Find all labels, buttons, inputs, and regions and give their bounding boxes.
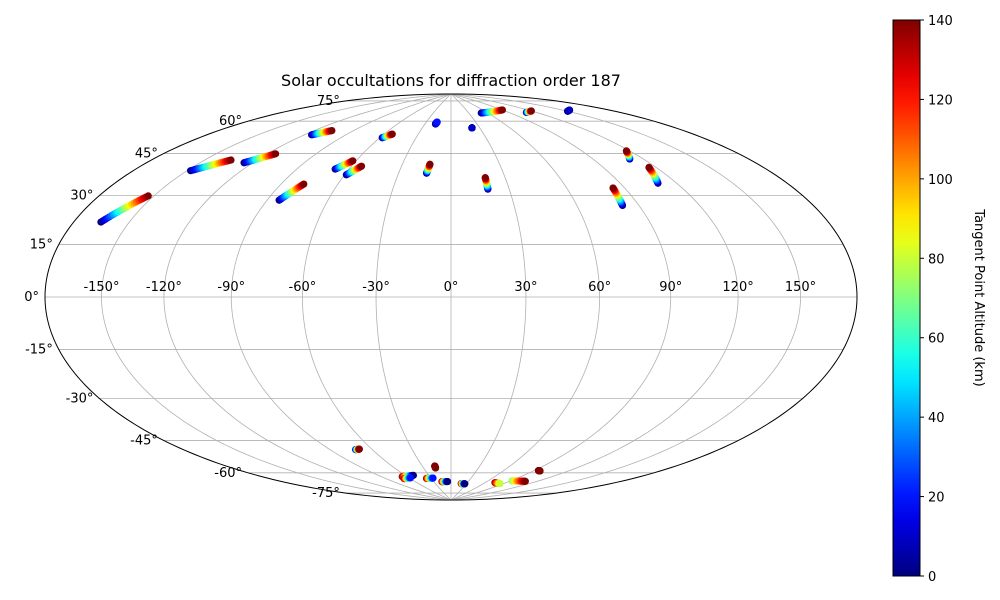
latitude-tick-label: -75° (312, 486, 340, 501)
data-point (328, 126, 336, 135)
colorbar (892, 19, 921, 577)
latitude-tick-label: -30° (66, 392, 94, 407)
data-point (388, 130, 396, 138)
longitude-tick-label: -90° (217, 280, 245, 295)
data-point (431, 462, 439, 470)
data-point (300, 180, 308, 188)
data-point (355, 445, 363, 453)
colorbar-label: Tangent Point Altitude (km) (971, 208, 986, 386)
latitude-tick-label: -15° (25, 343, 53, 358)
colorbar-tick-label: 60 (928, 332, 945, 347)
data-point (349, 157, 357, 165)
data-points (97, 106, 662, 488)
latitude-tick-label: 60° (219, 114, 242, 129)
colorbar-tick-label: 140 (928, 14, 953, 29)
data-point (271, 150, 280, 158)
data-point (622, 147, 630, 155)
data-point (433, 118, 441, 126)
latitude-tick-label: 45° (135, 146, 158, 161)
data-point (496, 479, 504, 488)
latitude-tick-label: 15° (30, 237, 53, 252)
longitude-tick-labels: -150° -120° -90° -60° -30° 0° 30° 60° 90° 120° 150… (83, 280, 816, 295)
data-point (498, 106, 507, 114)
colorbar-tick-label: 40 (928, 411, 945, 426)
map-boundary (44, 93, 858, 501)
longitude-tick-label: -150° (83, 280, 119, 295)
longitude-tick-label: 0° (444, 280, 459, 295)
latitude-tick-label: -60° (214, 466, 242, 481)
colorbar-tick-label: 0 (928, 570, 936, 585)
longitude-tick-label: 30° (514, 280, 537, 295)
colorbar-tick-label: 80 (928, 252, 945, 267)
longitude-tick-label: 90° (659, 280, 682, 295)
data-point (645, 163, 653, 171)
colorbar-tick-label: 100 (928, 173, 953, 188)
data-point (521, 477, 529, 485)
colorbar-tick-label: 20 (928, 491, 945, 506)
data-point (357, 162, 366, 170)
longitude-tick-label: 60° (588, 280, 611, 295)
data-point (468, 124, 476, 132)
longitude-tick-label: -30° (362, 280, 390, 295)
latitude-tick-labels: -75° -60° -45° -30° -15° 0° 15° 30° 45° 60° 75° (24, 94, 340, 501)
data-point (406, 474, 415, 482)
latitude-tick-label: 0° (24, 290, 39, 305)
data-point (536, 467, 544, 475)
data-point (144, 192, 152, 200)
data-point (481, 174, 489, 182)
longitude-tick-label: -60° (289, 280, 317, 295)
colorbar-ticks: 0 20 40 60 80 100 120 140 (920, 14, 953, 585)
chart-title: Solar occultations for diffraction order… (281, 71, 621, 90)
latitude-tick-label: 75° (317, 94, 340, 109)
data-point (443, 477, 452, 486)
data-point (609, 184, 617, 192)
data-point (565, 106, 574, 114)
data-point (429, 474, 437, 482)
latitude-tick-label: 30° (70, 189, 93, 204)
data-point (227, 156, 235, 164)
data-point (461, 480, 469, 488)
grid (45, 93, 857, 501)
colorbar-tick-label: 120 (928, 93, 953, 108)
longitude-tick-label: 120° (722, 280, 753, 295)
data-point (527, 107, 535, 115)
latitude-tick-label: -45° (130, 434, 158, 449)
longitude-tick-label: 150° (785, 280, 816, 295)
data-point (426, 160, 434, 168)
longitude-tick-label: -120° (146, 280, 182, 295)
